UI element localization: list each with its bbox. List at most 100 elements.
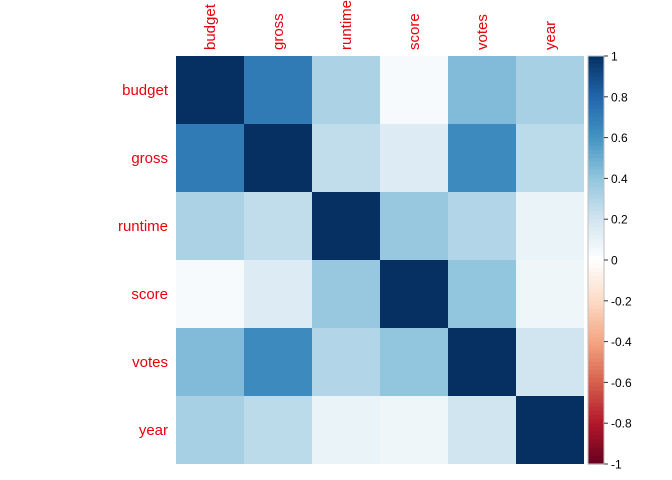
heatmap-cell-score-score	[380, 260, 448, 328]
colorbar-segment	[588, 459, 604, 465]
heatmap-cell-budget-runtime	[312, 56, 380, 124]
colorbar-segment	[588, 325, 604, 330]
heatmap-cell-year-votes	[448, 396, 516, 464]
heatmap-cell-budget-score	[380, 56, 448, 124]
column-labels: budget gross runtime score votes year	[202, 0, 559, 50]
colorbar-segment	[588, 251, 604, 257]
heatmap-cell-score-budget	[176, 260, 244, 328]
colorbar-segment	[588, 96, 604, 102]
heatmap-cell-votes-gross	[244, 328, 312, 396]
colorbar-segment	[588, 284, 604, 290]
colorbar-segment	[588, 410, 604, 416]
heatmap-cell-year-runtime	[312, 396, 380, 464]
heatmap-cell-runtime-score	[380, 192, 448, 260]
heatmap-cell-score-gross	[244, 260, 312, 328]
heatmap-cell-votes-year	[516, 328, 584, 396]
colorbar-segment	[588, 455, 604, 461]
colorbar-segment	[588, 427, 604, 432]
heatmap-cell-budget-budget	[176, 56, 244, 124]
colorbar-segment	[588, 60, 604, 65]
row-label-budget: budget	[122, 82, 169, 99]
heatmap-cell-gross-budget	[176, 124, 244, 192]
colorbar-segment	[588, 219, 604, 224]
colorbar-segment	[588, 317, 604, 322]
heatmap-cell-budget-year	[516, 56, 584, 124]
colorbar-segment	[588, 423, 604, 428]
colorbar-segment	[588, 415, 604, 420]
colorbar-segment	[588, 268, 604, 273]
row-label-year: year	[139, 422, 168, 439]
row-label-score: score	[131, 286, 168, 303]
heatmap-cell-score-year	[516, 260, 584, 328]
heatmap-cell-runtime-gross	[244, 192, 312, 260]
colorbar-segment	[588, 104, 604, 110]
colorbar-segment	[588, 141, 604, 147]
colorbar-tick-label: 0.4	[611, 172, 628, 186]
colorbar-segment	[588, 211, 604, 216]
heatmap-cell-gross-gross	[244, 124, 312, 192]
colorbar-segment	[588, 133, 604, 139]
colorbar-segment	[588, 80, 604, 86]
colorbar-segment	[588, 255, 604, 261]
colorbar-segment	[588, 357, 604, 363]
colorbar-segment	[588, 390, 604, 396]
colorbar-segment	[588, 362, 604, 367]
heatmap-cell-score-votes	[448, 260, 516, 328]
colorbar-segment	[588, 304, 604, 310]
colorbar-segment	[588, 190, 604, 196]
colorbar-tick-label: -0.6	[611, 376, 632, 390]
heatmap-cells	[176, 56, 584, 464]
colorbar-segment	[588, 247, 604, 253]
colorbar-segment	[588, 76, 604, 82]
heatmap-cell-votes-score	[380, 328, 448, 396]
colorbar-segment	[588, 68, 604, 73]
colorbar-segment	[588, 333, 604, 339]
heatmap-cell-gross-runtime	[312, 124, 380, 192]
heatmap-cell-year-year	[516, 396, 584, 464]
colorbar-segment	[588, 337, 604, 343]
colorbar-tick-label: -0.8	[611, 417, 632, 431]
colorbar-segment	[588, 121, 604, 126]
heatmap-cell-score-runtime	[312, 260, 380, 328]
colorbar-segment	[588, 386, 604, 392]
colorbar-segment	[588, 162, 604, 167]
colorbar-segment	[588, 113, 604, 118]
colorbar-segment	[588, 366, 604, 371]
colorbar-segment	[588, 92, 604, 98]
colorbar-segment	[588, 149, 604, 155]
colorbar-segment	[588, 235, 604, 241]
colorbar-tick-label: 0.6	[611, 131, 628, 145]
colorbar-segment	[588, 406, 604, 412]
colorbar-segment	[588, 451, 604, 457]
column-label-runtime: runtime	[338, 0, 355, 50]
colorbar-segment	[588, 353, 604, 359]
heatmap-cell-runtime-year	[516, 192, 584, 260]
colorbar-segment	[588, 280, 604, 286]
colorbar-segment	[588, 166, 604, 171]
colorbar-segment	[588, 398, 604, 404]
colorbar-segment	[588, 243, 604, 249]
heatmap-cell-year-score	[380, 396, 448, 464]
colorbar-segment	[588, 382, 604, 388]
colorbar-segment	[588, 170, 604, 175]
column-label-year: year	[542, 21, 559, 50]
colorbar-segment	[588, 374, 604, 379]
colorbar-segment	[588, 125, 604, 131]
colorbar-tick-label: -1	[611, 458, 622, 472]
colorbar-segment	[588, 158, 604, 163]
colorbar-tick-label: 0.2	[611, 213, 628, 227]
colorbar-segment	[588, 349, 604, 355]
heatmap-cell-runtime-runtime	[312, 192, 380, 260]
colorbar-segment	[588, 72, 604, 77]
colorbar-segment	[588, 296, 604, 302]
colorbar-segment	[588, 186, 604, 192]
heatmap-cell-year-gross	[244, 396, 312, 464]
colorbar-segment	[588, 419, 604, 424]
column-label-score: score	[406, 13, 423, 50]
column-label-gross: gross	[270, 13, 287, 50]
colorbar-segment	[588, 394, 604, 400]
heatmap-cell-gross-score	[380, 124, 448, 192]
colorbar-segment	[588, 100, 604, 106]
colorbar-segment	[588, 215, 604, 220]
